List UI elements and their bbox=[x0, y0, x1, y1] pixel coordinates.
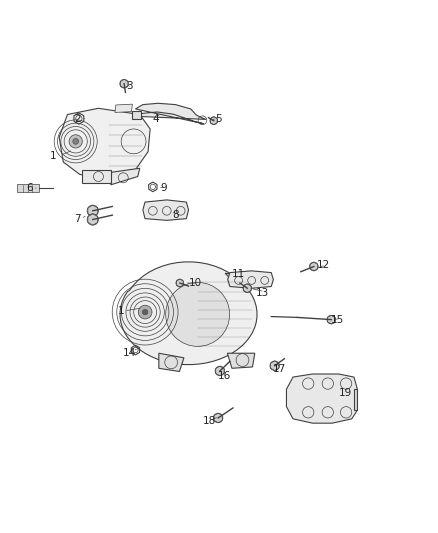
Polygon shape bbox=[228, 271, 273, 288]
Text: 13: 13 bbox=[256, 288, 269, 297]
Polygon shape bbox=[115, 104, 132, 112]
Polygon shape bbox=[227, 353, 255, 368]
Text: 8: 8 bbox=[172, 210, 179, 220]
Circle shape bbox=[270, 361, 279, 370]
Text: 4: 4 bbox=[152, 114, 159, 124]
Circle shape bbox=[215, 366, 225, 376]
Polygon shape bbox=[225, 273, 253, 282]
Circle shape bbox=[166, 282, 230, 346]
Circle shape bbox=[210, 117, 218, 125]
Circle shape bbox=[87, 214, 99, 225]
Circle shape bbox=[243, 284, 252, 293]
Text: 6: 6 bbox=[26, 183, 33, 193]
Text: 1: 1 bbox=[118, 306, 124, 316]
Circle shape bbox=[213, 413, 223, 423]
Text: 7: 7 bbox=[74, 214, 81, 224]
Text: 14: 14 bbox=[123, 348, 136, 358]
Text: 2: 2 bbox=[74, 115, 81, 124]
Text: 15: 15 bbox=[331, 314, 344, 325]
Text: 5: 5 bbox=[215, 114, 223, 124]
Polygon shape bbox=[59, 108, 150, 179]
Polygon shape bbox=[135, 103, 206, 124]
Text: 18: 18 bbox=[202, 416, 215, 426]
Circle shape bbox=[73, 139, 78, 144]
Circle shape bbox=[176, 279, 184, 287]
Text: 17: 17 bbox=[272, 364, 286, 374]
Circle shape bbox=[87, 205, 99, 216]
Circle shape bbox=[120, 79, 128, 88]
Circle shape bbox=[310, 262, 318, 271]
Text: 16: 16 bbox=[218, 371, 231, 381]
Circle shape bbox=[142, 309, 148, 315]
Text: 10: 10 bbox=[188, 278, 201, 288]
Polygon shape bbox=[354, 389, 357, 410]
Circle shape bbox=[138, 305, 152, 319]
FancyBboxPatch shape bbox=[18, 184, 39, 192]
Polygon shape bbox=[143, 200, 188, 220]
Text: 9: 9 bbox=[160, 183, 166, 193]
Polygon shape bbox=[132, 111, 141, 118]
Text: 19: 19 bbox=[339, 387, 352, 398]
Circle shape bbox=[69, 135, 82, 148]
Text: 12: 12 bbox=[317, 260, 330, 270]
Polygon shape bbox=[159, 353, 184, 372]
Polygon shape bbox=[82, 171, 111, 183]
Text: 3: 3 bbox=[127, 81, 133, 91]
Text: 1: 1 bbox=[50, 150, 57, 160]
Text: 11: 11 bbox=[232, 269, 245, 279]
Circle shape bbox=[327, 315, 336, 324]
Polygon shape bbox=[120, 262, 257, 365]
Polygon shape bbox=[286, 374, 357, 423]
Polygon shape bbox=[111, 168, 140, 185]
